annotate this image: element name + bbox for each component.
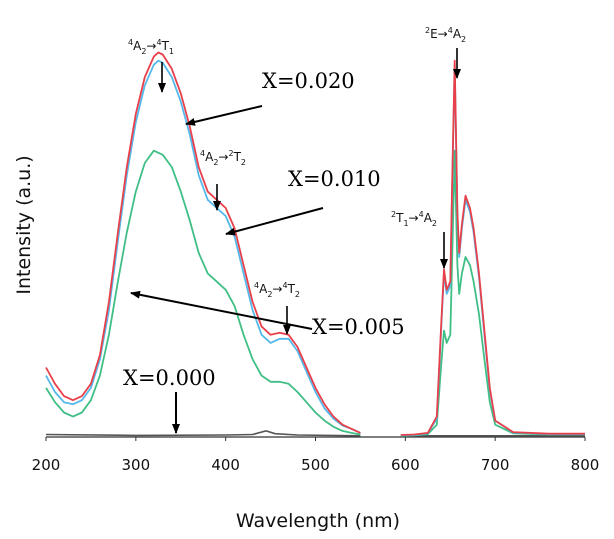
transition-label-2t1-4a2: 2T1→4A2 <box>391 210 437 228</box>
transition-label-4a2-4t2: 4A2→4T2 <box>254 281 300 299</box>
transition-label-4a2-4t1: 4A2→4T1 <box>128 38 174 56</box>
x-tick-label: 700 <box>481 456 510 474</box>
series-line-x0010-seg0 <box>45 59 361 434</box>
transition-label-4a2-2t2: 4A2→2T2 <box>200 149 246 167</box>
x-tick-label: 600 <box>391 456 420 474</box>
x-tick-label: 400 <box>211 456 240 474</box>
x-tick-label: 300 <box>122 456 151 474</box>
series-line-x0020-seg0 <box>45 51 361 434</box>
y-axis-title: Intensity (a.u.) <box>13 155 35 294</box>
arrow-x020 <box>185 105 263 126</box>
series-label-x000: X=0.000 <box>123 366 216 390</box>
x-tick-label: 500 <box>301 456 330 474</box>
series-line-x0005-seg1 <box>400 149 585 437</box>
series-line-x0005-seg0 <box>45 149 361 436</box>
series-line-x0020-seg1 <box>400 59 585 436</box>
x-tick-label: 200 <box>32 456 61 474</box>
transition-label-2e-4a2: 2E→4A2 <box>425 26 466 44</box>
x-tick-label: 800 <box>571 456 600 474</box>
series-label-x020: X=0.020 <box>262 69 355 93</box>
series-line-x0010-seg1 <box>400 63 585 437</box>
x-axis-ticks: 200 300 400 500 600 700 800 <box>32 437 600 474</box>
x-axis-title: Wavelength (nm) <box>236 510 400 532</box>
series-label-x010: X=0.010 <box>288 167 381 191</box>
arrow-x010 <box>225 207 324 236</box>
series-layer <box>45 51 585 437</box>
series-label-x005: X=0.005 <box>312 315 405 339</box>
arrow-x005 <box>130 290 313 330</box>
series-line-x0000-seg0 <box>45 430 361 437</box>
